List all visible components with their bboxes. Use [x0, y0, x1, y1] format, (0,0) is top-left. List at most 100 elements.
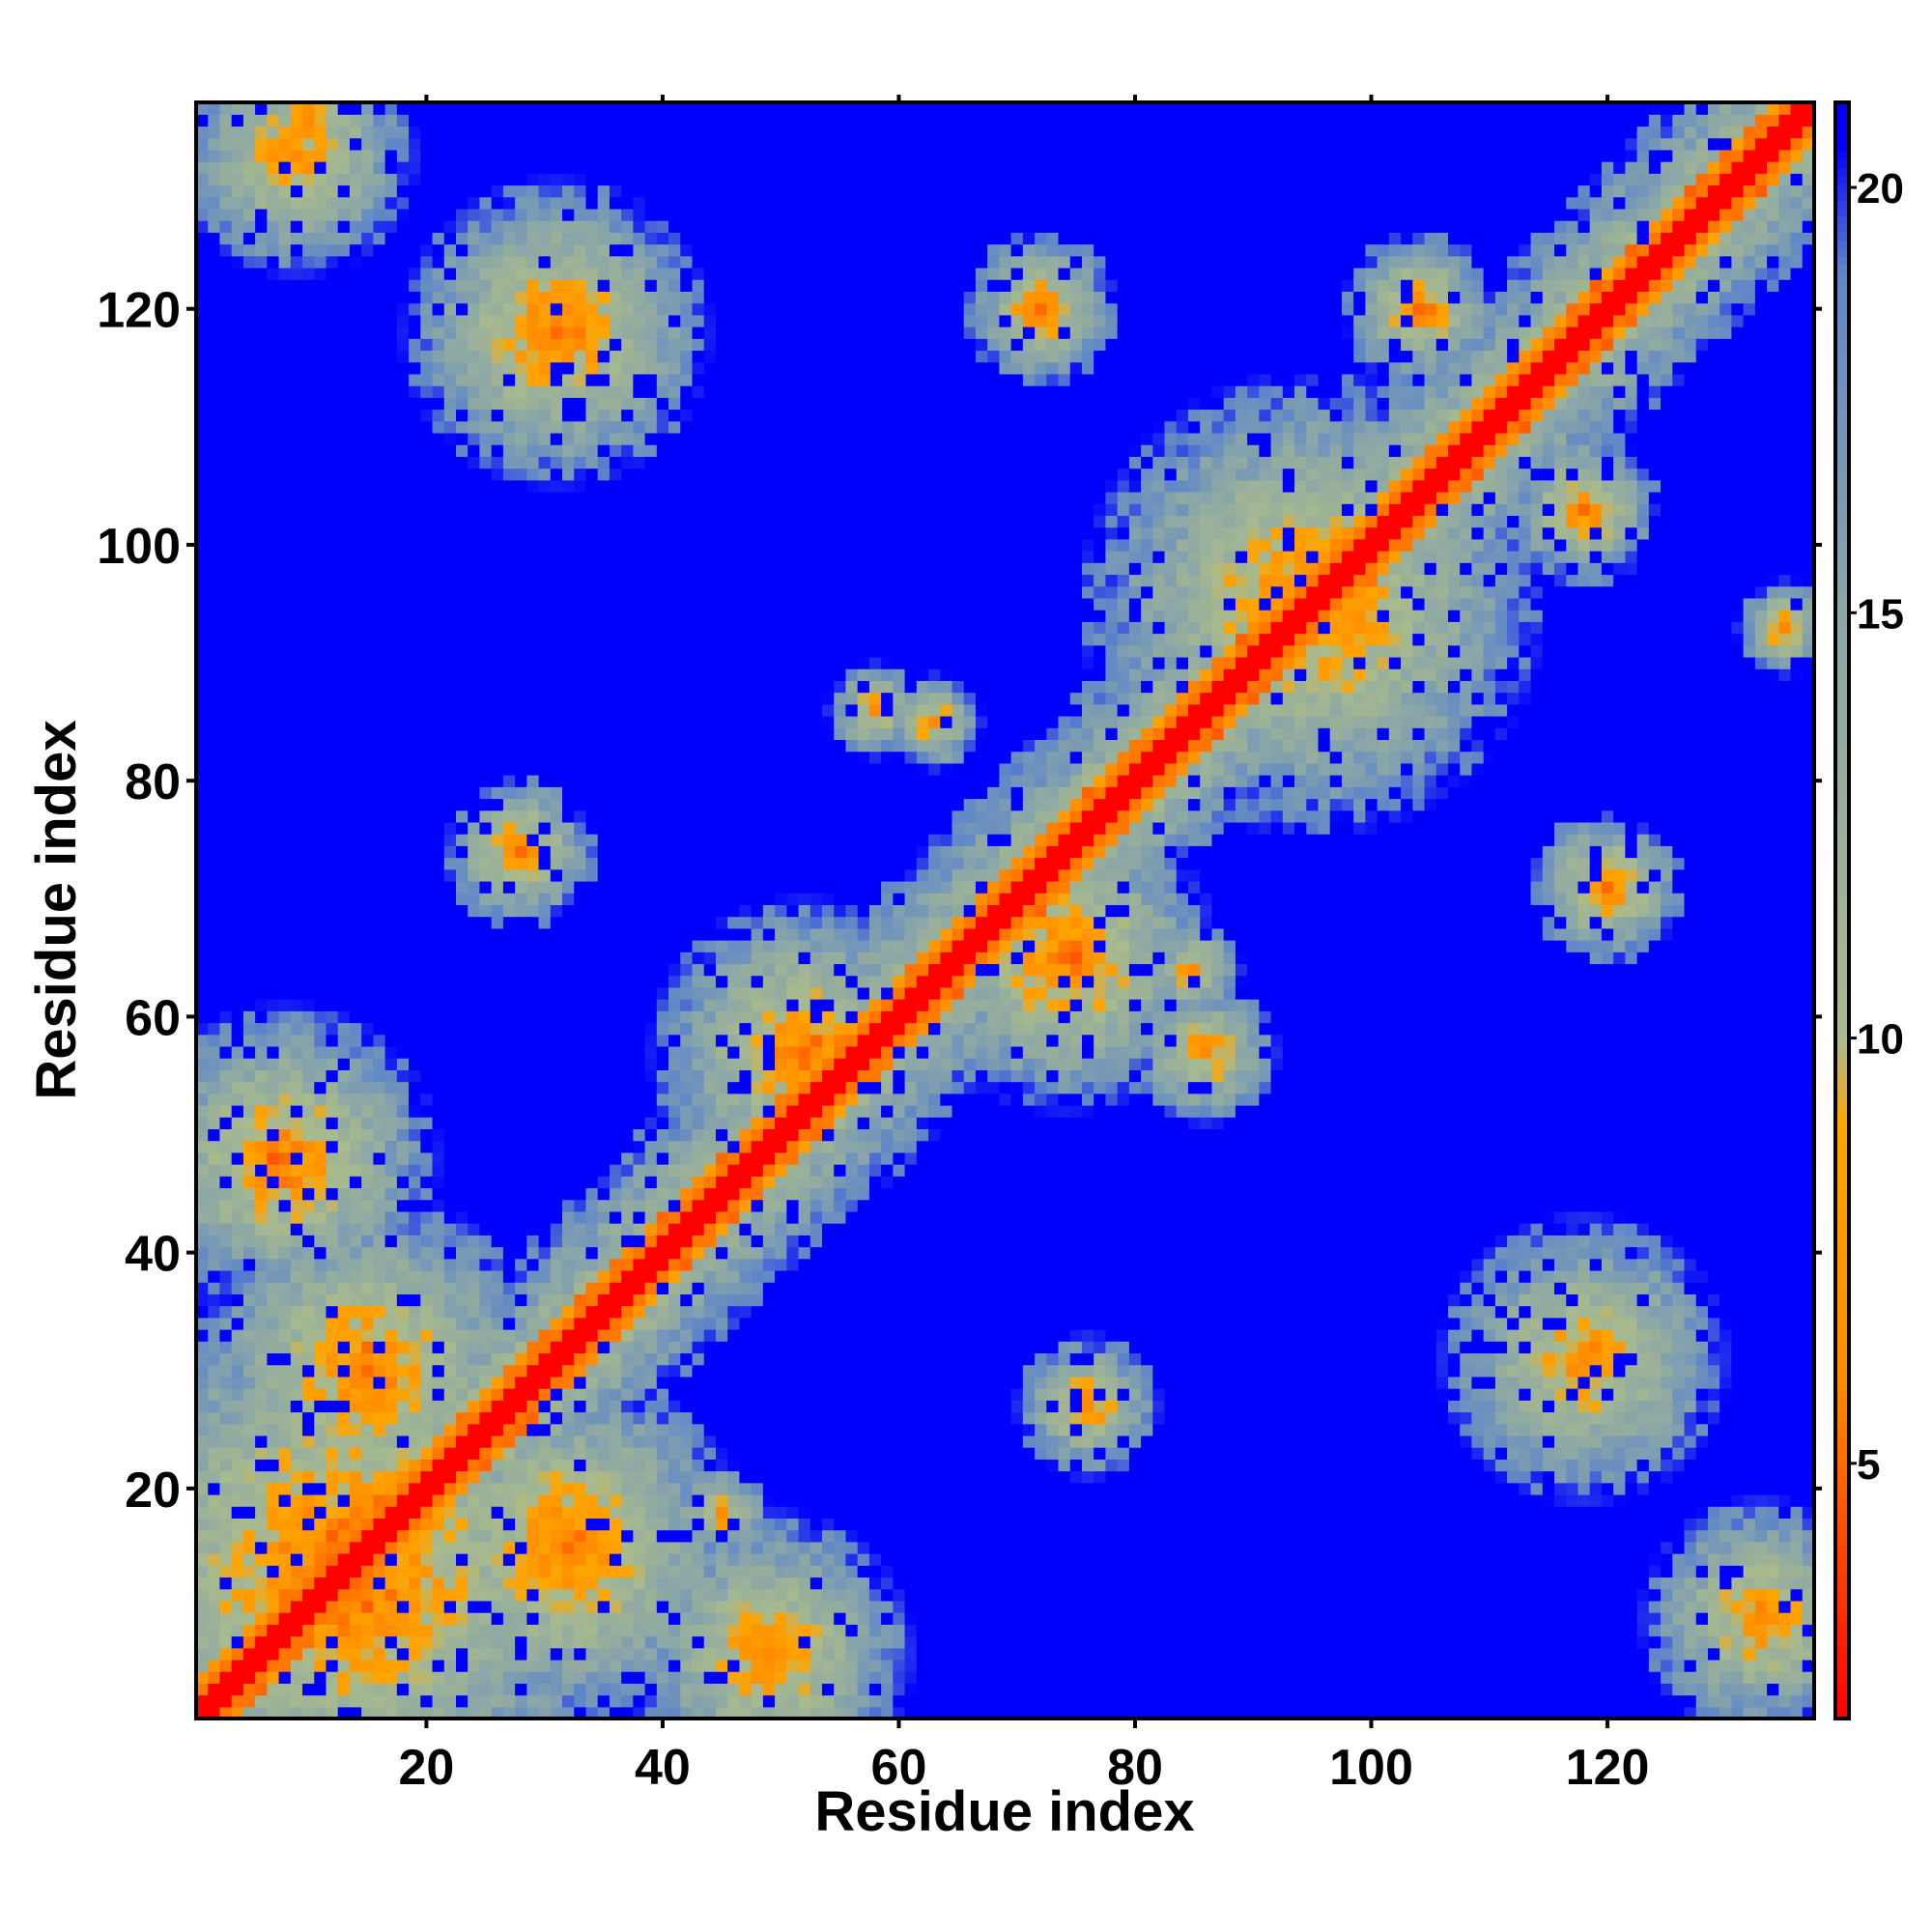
heatmap-cell	[326, 1117, 338, 1129]
heatmap-cell	[326, 1223, 338, 1236]
heatmap-cell	[314, 279, 327, 292]
heatmap-cell	[314, 1447, 327, 1460]
heatmap-cell	[314, 1624, 327, 1636]
heatmap-cell	[267, 161, 279, 174]
heatmap-cell	[326, 1424, 338, 1436]
heatmap-cell	[279, 503, 292, 516]
heatmap-cell	[338, 1306, 351, 1319]
heatmap-cell	[302, 1105, 315, 1118]
heatmap-cell	[338, 786, 351, 799]
heatmap-cell	[326, 469, 338, 481]
heatmap-cell	[267, 126, 279, 138]
heatmap-cell	[314, 1318, 327, 1330]
heatmap-cell	[350, 1447, 362, 1460]
heatmap-cell	[255, 1412, 268, 1425]
heatmap-cell	[267, 704, 279, 717]
heatmap-cell	[267, 987, 279, 1000]
heatmap-cell	[291, 1164, 303, 1177]
heatmap-cell	[255, 881, 268, 894]
heatmap-cell	[208, 1542, 220, 1554]
heatmap-cell	[350, 1553, 362, 1566]
heatmap-cell	[208, 1471, 220, 1484]
heatmap-cell	[314, 1058, 327, 1070]
heatmap-cell	[219, 469, 232, 481]
heatmap-cell	[302, 1306, 315, 1319]
heatmap-cell	[255, 397, 268, 410]
heatmap-cell	[291, 845, 303, 858]
heatmap-cell	[232, 338, 244, 351]
heatmap-cell	[232, 1152, 244, 1165]
heatmap-cell	[208, 1164, 220, 1177]
heatmap-cell	[302, 433, 315, 445]
heatmap-cell	[219, 586, 232, 599]
heatmap-cell	[219, 1200, 232, 1212]
heatmap-cell	[338, 279, 351, 292]
heatmap-cell	[219, 869, 232, 882]
heatmap-cell	[232, 421, 244, 434]
heatmap-cell	[208, 268, 220, 280]
heatmap-cell	[314, 869, 327, 882]
heatmap-cell	[232, 1352, 244, 1365]
heatmap-cell	[279, 586, 292, 599]
heatmap-cell	[255, 1010, 268, 1023]
heatmap-cell	[302, 610, 315, 622]
heatmap-cell	[219, 645, 232, 658]
heatmap-cell	[338, 1377, 351, 1389]
heatmap-cell	[302, 327, 315, 339]
heatmap-cell	[302, 1187, 315, 1200]
heatmap-cell	[338, 1530, 351, 1543]
heatmap-cell	[267, 410, 279, 422]
heatmap-cell	[279, 1648, 292, 1661]
heatmap-cell	[314, 893, 327, 905]
heatmap-cell	[338, 1187, 351, 1200]
heatmap-cell	[267, 421, 279, 434]
heatmap-cell	[279, 727, 292, 740]
heatmap-cell	[232, 1094, 244, 1106]
heatmap-cell	[255, 1341, 268, 1353]
heatmap-cell	[279, 1695, 292, 1708]
heatmap-cell	[302, 126, 315, 138]
heatmap-cell	[219, 1094, 232, 1106]
heatmap-cell	[208, 1377, 220, 1389]
heatmap-cell	[326, 232, 338, 244]
heatmap-cells	[196, 102, 1815, 1719]
heatmap-cell	[338, 645, 351, 658]
heatmap-cell	[314, 1400, 327, 1412]
heatmap-cell	[302, 1200, 315, 1212]
heatmap-cell	[279, 551, 292, 563]
heatmap-cell	[326, 1152, 338, 1165]
heatmap-cell	[243, 1128, 256, 1141]
heatmap-cell	[279, 963, 292, 976]
heatmap-cell	[279, 444, 292, 457]
heatmap-cell	[267, 1530, 279, 1543]
heatmap-cell	[219, 1424, 232, 1436]
heatmap-cell	[243, 598, 256, 611]
heatmap-cell	[243, 1023, 256, 1036]
heatmap-cell	[291, 1553, 303, 1566]
heatmap-cell	[232, 668, 244, 681]
heatmap-cell	[219, 1695, 232, 1708]
heatmap-cell	[219, 716, 232, 728]
heatmap-cell	[255, 775, 268, 787]
heatmap-cell	[219, 1306, 232, 1319]
heatmap-cell	[279, 232, 292, 244]
heatmap-cell	[302, 940, 315, 952]
heatmap-cell	[314, 1082, 327, 1094]
heatmap-cell	[338, 1648, 351, 1661]
heatmap-cell	[314, 645, 327, 658]
heatmap-cell	[326, 161, 338, 174]
heatmap-cell	[326, 456, 338, 469]
heatmap-cell	[208, 1176, 220, 1188]
heatmap-cell	[326, 1329, 338, 1342]
heatmap-cell	[291, 1565, 303, 1577]
heatmap-cell	[219, 138, 232, 151]
heatmap-cell	[243, 1624, 256, 1636]
heatmap-cell	[267, 1518, 279, 1530]
heatmap-cell	[267, 1506, 279, 1519]
heatmap-cell	[326, 503, 338, 516]
heatmap-cell	[243, 456, 256, 469]
heatmap-cell	[291, 232, 303, 244]
heatmap-cell	[243, 752, 256, 764]
heatmap-cell	[302, 763, 315, 776]
heatmap-cell	[314, 1365, 327, 1378]
